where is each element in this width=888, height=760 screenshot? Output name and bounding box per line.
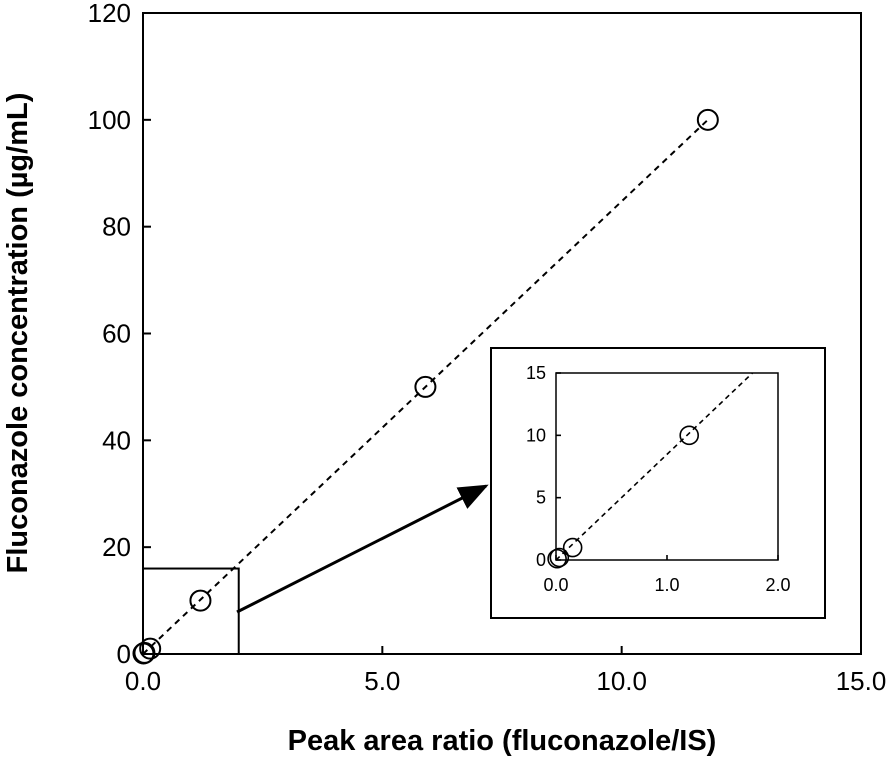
main-fit-line [142,119,709,655]
y-tick-label: 40 [102,425,131,455]
x-tick-label: 0.0 [543,575,568,595]
y-tick-label: 0 [536,550,546,570]
y-tick-label: 0 [117,639,131,669]
data-point [562,537,583,558]
zoom-arrow [236,484,489,614]
data-point [696,108,719,131]
data-point [414,375,437,398]
inset-border [490,347,826,619]
data-point [679,425,700,446]
y-tick-label: 15 [526,363,546,383]
inset-fit-line [555,372,754,561]
inset-axis-tick-labels: 0.0 1.0 2.0 0 5 10 15 [526,363,791,595]
y-tick-label: 20 [102,532,131,562]
data-point [549,547,570,568]
inset-data-points [547,425,700,569]
y-tick-label: 80 [102,212,131,242]
x-tick-label: 5.0 [364,666,400,696]
x-tick-label: 15.0 [836,666,887,696]
y-tick-label: 5 [536,488,546,508]
x-tick-label: 2.0 [765,575,790,595]
x-tick-label: 0.0 [125,666,161,696]
x-tick-label: 10.0 [596,666,647,696]
data-point [139,637,162,660]
y-tick-label: 10 [526,425,546,445]
data-point [547,548,567,569]
y-tick-label: 120 [88,0,131,28]
main-data-points [132,108,719,665]
data-point [133,641,156,664]
y-axis-title: Fluconazole concentration (µg/mL) [2,93,34,574]
y-tick-label: 60 [102,319,131,349]
x-tick-label: 1.0 [654,575,679,595]
x-axis-title: Peak area ratio (fluconazole/IS) [288,725,717,757]
data-point [189,589,212,612]
y-tick-label: 100 [88,105,131,135]
inset-plot: 0.0 1.0 2.0 0 5 10 15 [490,347,826,619]
